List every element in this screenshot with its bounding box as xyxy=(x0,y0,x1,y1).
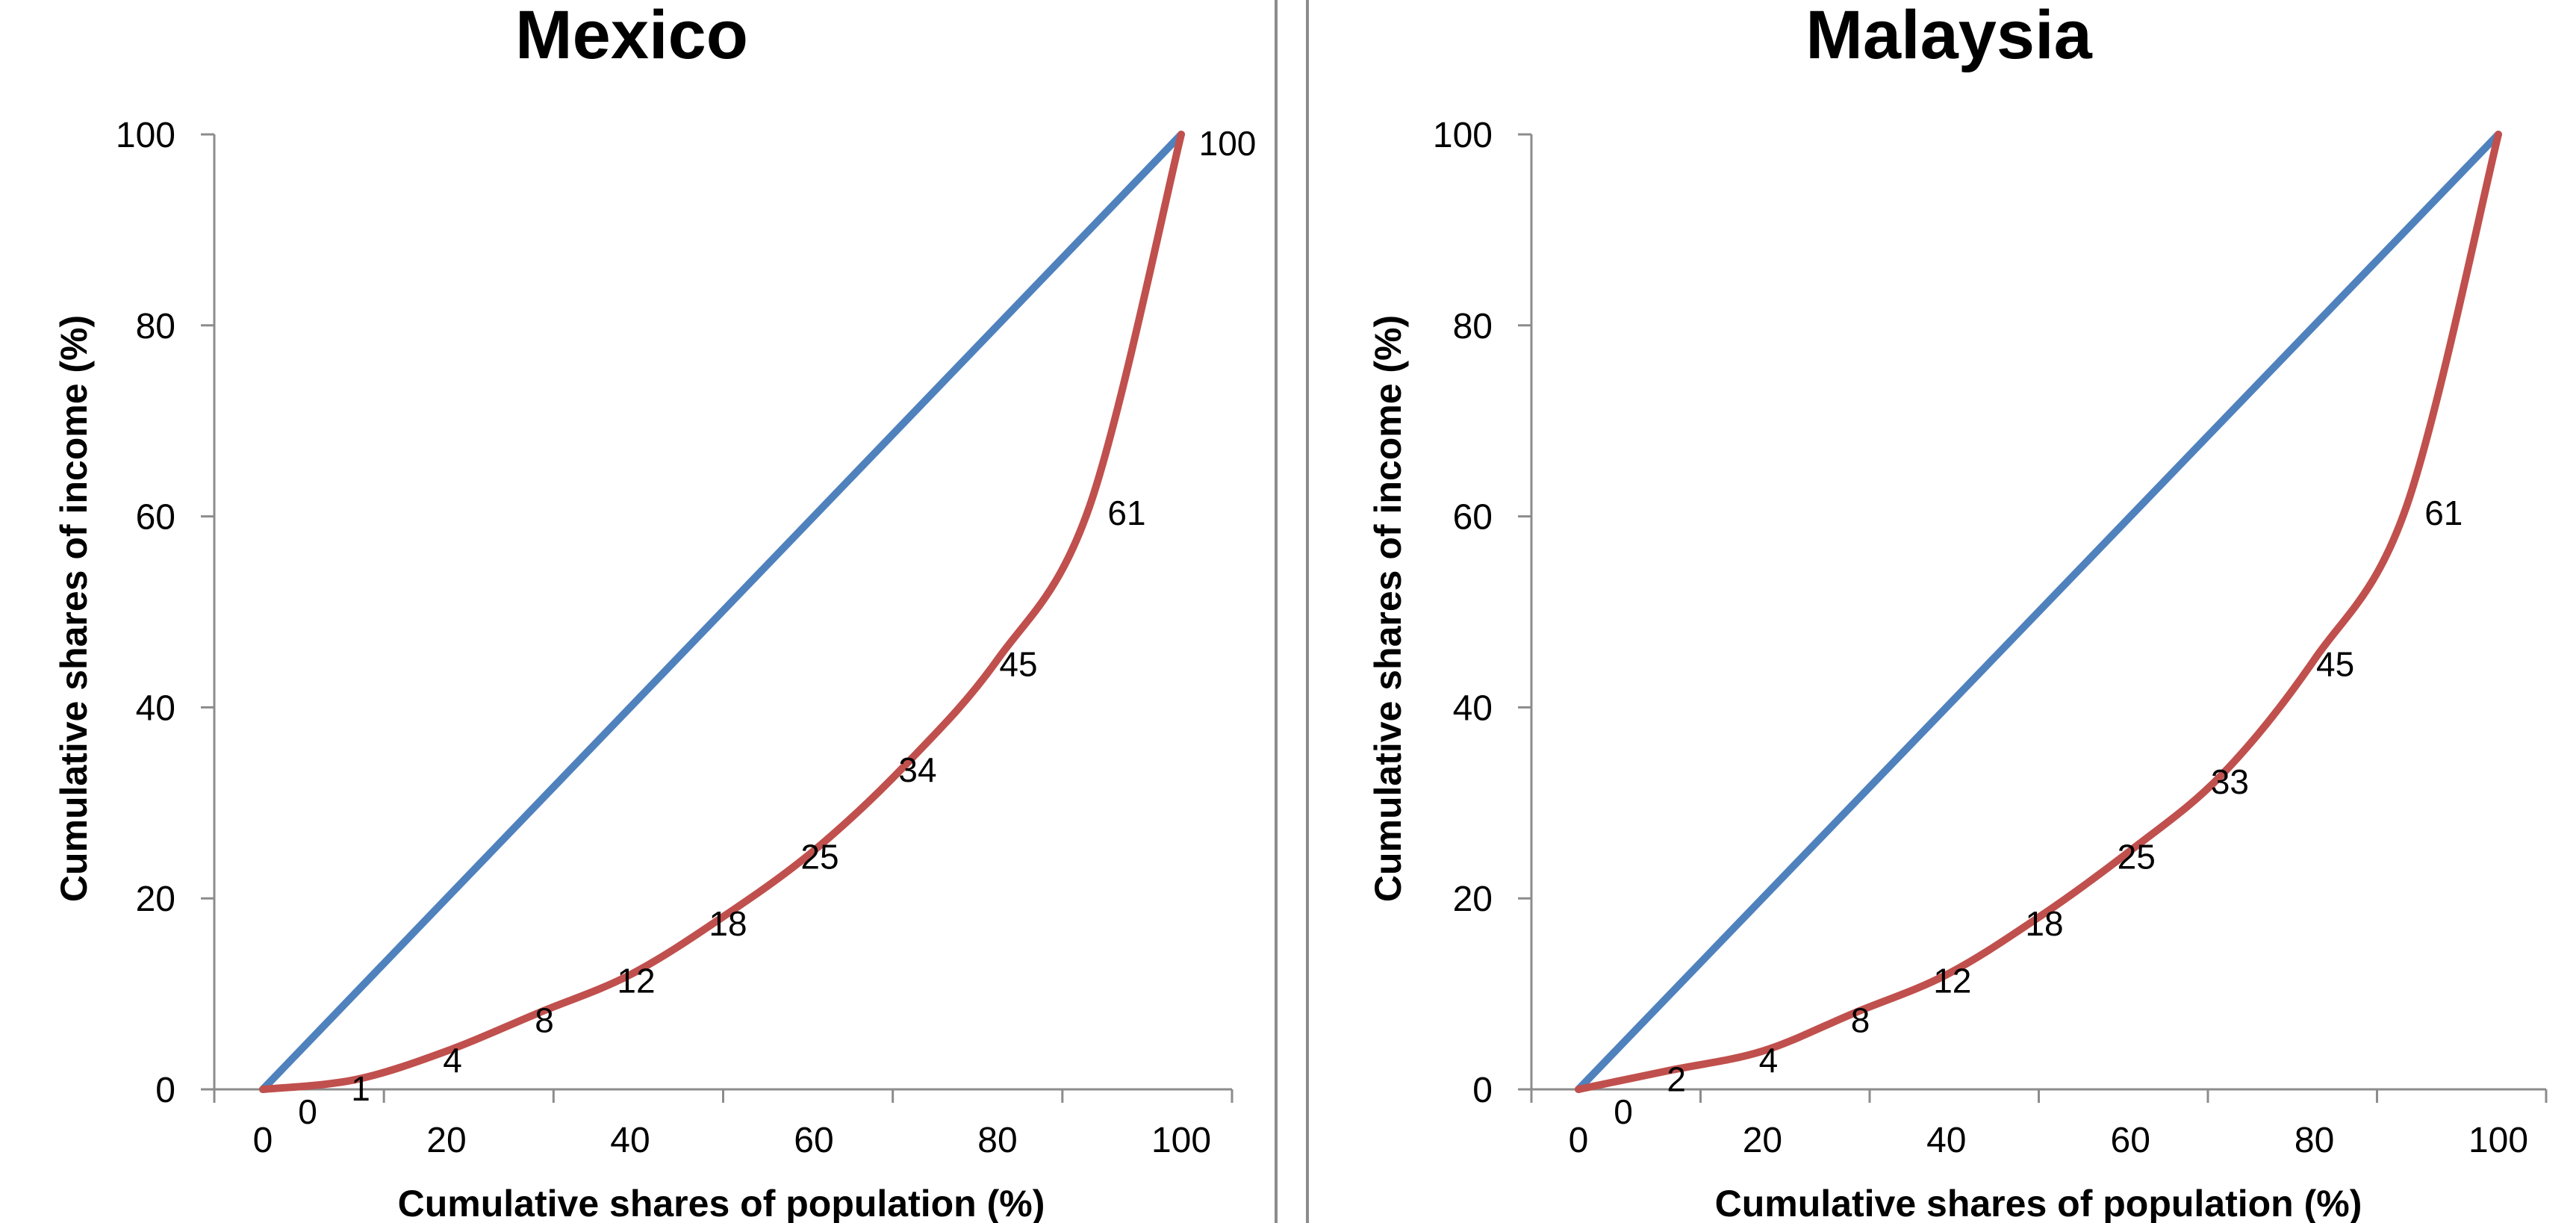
x-tick-label: 40 xyxy=(1926,1121,1966,1160)
y-tick-label: 80 xyxy=(1453,307,1493,346)
data-label: 33 xyxy=(2211,762,2249,801)
y-tick-label: 80 xyxy=(136,307,175,346)
data-label: 61 xyxy=(2424,494,2463,532)
data-labels: 0 2 4 8 12 18 25 33 45 61 xyxy=(1614,494,2463,1131)
axes xyxy=(1518,133,2548,1103)
y-tick-label: 0 xyxy=(155,1071,175,1110)
y-tick-label: 40 xyxy=(136,688,175,728)
x-tick-labels: 0 20 40 60 80 100 xyxy=(253,1121,1211,1160)
x-tick-label: 100 xyxy=(2468,1121,2528,1160)
x-tick-label: 20 xyxy=(426,1121,466,1160)
data-label: 8 xyxy=(535,1001,554,1040)
lorenz-curve xyxy=(259,131,1185,1093)
x-tick-label: 100 xyxy=(1151,1121,1211,1160)
x-axis-label: Cumulative shares of population (%) xyxy=(1715,1183,2362,1223)
data-label: 4 xyxy=(443,1041,462,1080)
data-label: 0 xyxy=(298,1092,317,1131)
y-tick-label: 100 xyxy=(1433,116,1493,155)
data-label: 34 xyxy=(898,750,936,789)
x-tick-label: 40 xyxy=(610,1121,650,1160)
data-label: 45 xyxy=(999,644,1037,683)
data-label: 4 xyxy=(1759,1041,1779,1080)
x-tick-label: 0 xyxy=(253,1121,273,1160)
data-label: 45 xyxy=(2316,644,2354,683)
x-tick-label: 60 xyxy=(794,1121,833,1160)
y-tick-labels: 0 20 40 60 80 100 xyxy=(1433,116,1493,1110)
y-axis-label: Cumulative shares of income (%) xyxy=(53,315,95,902)
equality-line xyxy=(1575,131,2502,1093)
y-tick-label: 60 xyxy=(1453,498,1493,538)
chart-title: Malaysia xyxy=(1805,0,2092,73)
lorenz-curve xyxy=(1575,131,2502,1093)
data-label: 1 xyxy=(351,1069,370,1108)
y-tick-label: 60 xyxy=(136,498,175,538)
y-axis-label: Cumulative shares of income (%) xyxy=(1367,315,1409,902)
data-label: 61 xyxy=(1107,494,1145,532)
y-tick-label: 20 xyxy=(1453,880,1493,919)
x-tick-label: 60 xyxy=(2111,1121,2150,1160)
x-axis-label: Cumulative shares of population (%) xyxy=(398,1183,1045,1223)
data-label: 2 xyxy=(1667,1059,1686,1098)
chart-panel-mexico: Mexico 0 20 40 60 80 100 0 20 40 60 80 1… xyxy=(53,0,1256,1223)
data-label: 25 xyxy=(800,837,839,876)
data-labels: 0 1 4 8 12 18 25 34 45 61 100 xyxy=(298,124,1256,1131)
chart-panel-malaysia: Malaysia 0 20 40 60 80 100 0 20 40 60 80… xyxy=(1367,0,2548,1223)
axes xyxy=(201,133,1233,1103)
data-label: 100 xyxy=(1199,124,1257,163)
y-tick-label: 100 xyxy=(116,116,175,155)
x-tick-label: 0 xyxy=(1569,1121,1589,1160)
chart-title: Mexico xyxy=(515,0,748,73)
data-label: 12 xyxy=(617,962,655,1001)
y-tick-label: 20 xyxy=(136,880,175,919)
x-tick-label: 80 xyxy=(2295,1121,2334,1160)
y-tick-labels: 0 20 40 60 80 100 xyxy=(116,116,175,1110)
data-label: 12 xyxy=(1933,962,1971,1001)
data-label: 0 xyxy=(1614,1092,1633,1131)
data-label: 18 xyxy=(2025,904,2063,943)
x-tick-label: 20 xyxy=(1743,1121,1782,1160)
equality-line xyxy=(259,131,1185,1093)
x-tick-label: 80 xyxy=(977,1121,1017,1160)
y-tick-label: 0 xyxy=(1472,1071,1493,1110)
data-label: 25 xyxy=(2118,837,2156,876)
data-label: 8 xyxy=(1851,1001,1870,1040)
x-tick-labels: 0 20 40 60 80 100 xyxy=(1569,1121,2528,1160)
y-tick-label: 40 xyxy=(1453,688,1493,728)
data-label: 18 xyxy=(709,904,747,943)
